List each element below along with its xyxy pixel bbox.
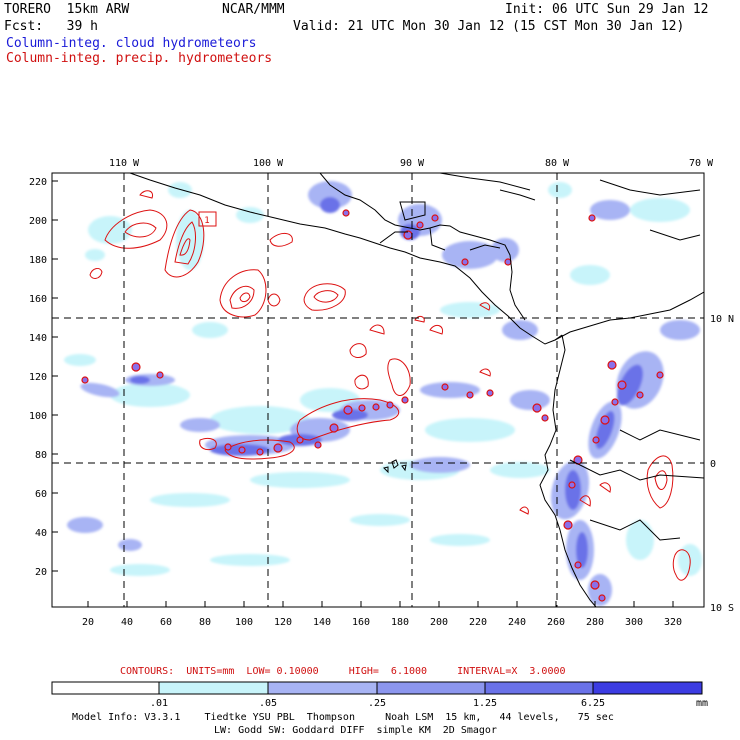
organization-label: NCAR/MMM — [222, 2, 285, 17]
colorbar-label: 1.25 — [473, 698, 497, 709]
y-tick-label: 100 — [29, 411, 47, 422]
lon-label-110w: 110 W — [109, 158, 140, 169]
y-tick-label: 120 — [29, 372, 47, 383]
y-tick-label: 40 — [35, 528, 47, 539]
y-tick-label: 80 — [35, 450, 47, 461]
x-tick-label: 180 — [391, 617, 409, 628]
x-tick-label: 40 — [121, 617, 133, 628]
colorbar — [51, 681, 703, 695]
model-info-line-2: LW: Godd SW: Goddard DIFF simple KM 2D S… — [214, 725, 497, 736]
colorbar-swatch — [158, 681, 269, 695]
lon-label-70w: 70 W — [689, 158, 714, 169]
y-tick-label: 180 — [29, 255, 47, 266]
colorbar-swatch — [267, 681, 378, 695]
contour-value-label: 1 — [204, 216, 209, 226]
axis-ticks — [52, 180, 674, 607]
colorbar-swatch — [51, 681, 160, 695]
valid-time: Valid: 21 UTC Mon 30 Jan 12 (15 CST Mon … — [293, 19, 685, 34]
colorbar-label: 6.25 — [581, 698, 605, 709]
lon-label-80w: 80 W — [545, 158, 570, 169]
contours-info: CONTOURS: UNITS=mm LOW= 0.10000 HIGH= 6.… — [120, 666, 566, 677]
y-tick-label: 160 — [29, 294, 47, 305]
x-tick-label: 300 — [625, 617, 643, 628]
lat-label-10n: 10 N — [710, 314, 734, 325]
cloud-hydrometeor-shading — [64, 181, 702, 606]
lat-label-10s: 10 S — [710, 603, 734, 614]
x-tick-label: 240 — [508, 617, 526, 628]
model-info-line-1: Model Info: V3.3.1 Tiedtke YSU PBL Thomp… — [72, 712, 614, 723]
y-tick-label: 60 — [35, 489, 47, 500]
y-tick-label: 200 — [29, 216, 47, 227]
x-tick-label: 120 — [274, 617, 292, 628]
colorbar-label: .05 — [259, 698, 277, 709]
x-tick-label: 160 — [352, 617, 370, 628]
y-tick-label: 220 — [29, 177, 47, 188]
model-title: TORERO 15km ARW — [4, 2, 130, 17]
x-tick-label: 220 — [469, 617, 487, 628]
colorbar-label: .01 — [150, 698, 168, 709]
colorbar-label: .25 — [368, 698, 386, 709]
colorbar-swatch — [592, 681, 703, 695]
lon-label-90w: 90 W — [400, 158, 425, 169]
colorbar-swatch — [484, 681, 594, 695]
x-tick-label: 200 — [430, 617, 448, 628]
y-tick-label: 140 — [29, 333, 47, 344]
x-tick-label: 20 — [82, 617, 94, 628]
init-time: Init: 06 UTC Sun 29 Jan 12 — [505, 2, 709, 17]
latlon-grid — [52, 173, 704, 607]
field-precip-label: Column-integ. precip. hydrometeors — [6, 51, 273, 66]
precip-cells — [81, 209, 664, 602]
precip-contours — [89, 190, 691, 581]
forecast-hour: Fcst: 39 h — [4, 19, 98, 34]
x-tick-label: 280 — [586, 617, 604, 628]
x-tick-label: 320 — [664, 617, 682, 628]
x-tick-label: 260 — [547, 617, 565, 628]
coastlines — [129, 173, 704, 607]
x-tick-label: 60 — [160, 617, 172, 628]
y-tick-label: 20 — [35, 567, 47, 578]
map-frame — [51, 172, 705, 608]
x-tick-label: 80 — [199, 617, 211, 628]
lon-label-100w: 100 W — [253, 158, 284, 169]
colorbar-unit: mm — [696, 698, 708, 709]
x-tick-label: 100 — [235, 617, 253, 628]
lat-label-0: 0 — [710, 459, 716, 470]
x-tick-label: 140 — [313, 617, 331, 628]
field-cloud-label: Column-integ. cloud hydrometeors — [6, 36, 257, 51]
colorbar-swatch — [376, 681, 486, 695]
